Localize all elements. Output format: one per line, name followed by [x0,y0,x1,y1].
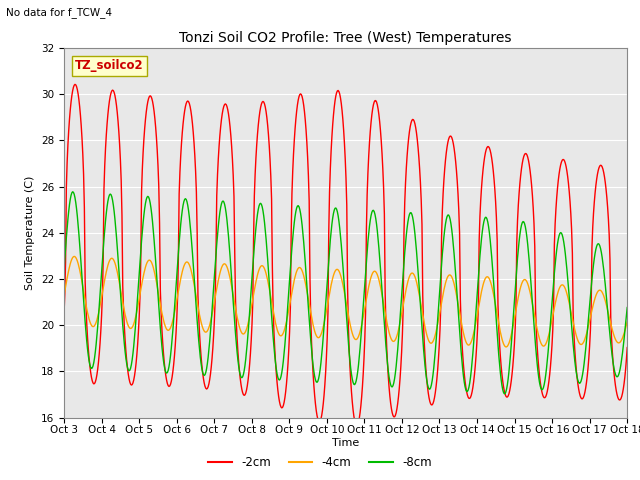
Text: No data for f_TCW_4: No data for f_TCW_4 [6,7,113,18]
Legend: -2cm, -4cm, -8cm: -2cm, -4cm, -8cm [204,452,436,474]
Text: TZ_soilco2: TZ_soilco2 [76,59,144,72]
Y-axis label: Soil Temperature (C): Soil Temperature (C) [26,176,35,290]
X-axis label: Time: Time [332,438,359,448]
Title: Tonzi Soil CO2 Profile: Tree (West) Temperatures: Tonzi Soil CO2 Profile: Tree (West) Temp… [179,32,512,46]
